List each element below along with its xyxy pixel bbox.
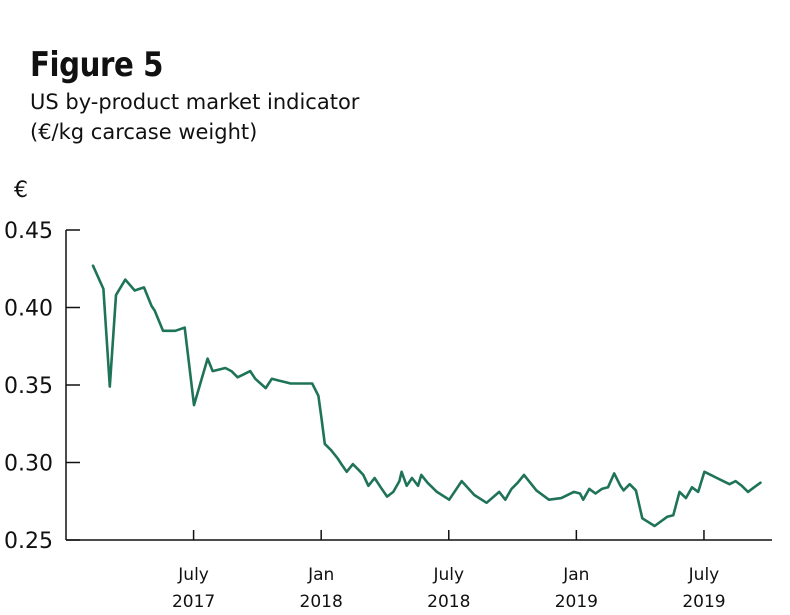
x-tick-label-month: Jan	[562, 565, 589, 585]
y-axis-unit-label: €	[14, 178, 28, 203]
figure-subtitle-line1: US by-product market indicator	[30, 90, 360, 114]
x-tick-label-month: July	[688, 565, 720, 585]
x-tick-label-year: 2018	[300, 592, 343, 612]
x-tick-label-year: 2018	[427, 592, 470, 612]
y-tick-label: 0.40	[4, 297, 53, 322]
y-axis-ticks: 0.25 0.30 0.35 0.40 0.45	[4, 219, 80, 554]
series-line	[91, 264, 762, 528]
x-tick-label-month: Jan	[307, 565, 334, 585]
figure-subtitle-line2: (€/kg carcase weight)	[30, 120, 258, 144]
y-tick-label: 0.25	[4, 529, 53, 554]
y-tick-label: 0.45	[4, 219, 53, 244]
figure-title: Figure 5	[30, 45, 164, 85]
y-tick-label: 0.35	[4, 374, 53, 399]
x-tick-label-year: 2019	[555, 592, 598, 612]
x-tick-label-year: 2019	[682, 592, 725, 612]
x-tick-label-month: July	[177, 565, 209, 585]
x-tick-label-year: 2017	[172, 592, 215, 612]
chart-axes	[65, 230, 772, 541]
chart-series	[91, 264, 762, 528]
x-axis-ticks: July 2017 Jan 2018 July 2018 Jan 2019 July 2019	[172, 530, 726, 612]
x-tick-label-month: July	[432, 565, 464, 585]
y-tick-label: 0.30	[4, 452, 53, 477]
